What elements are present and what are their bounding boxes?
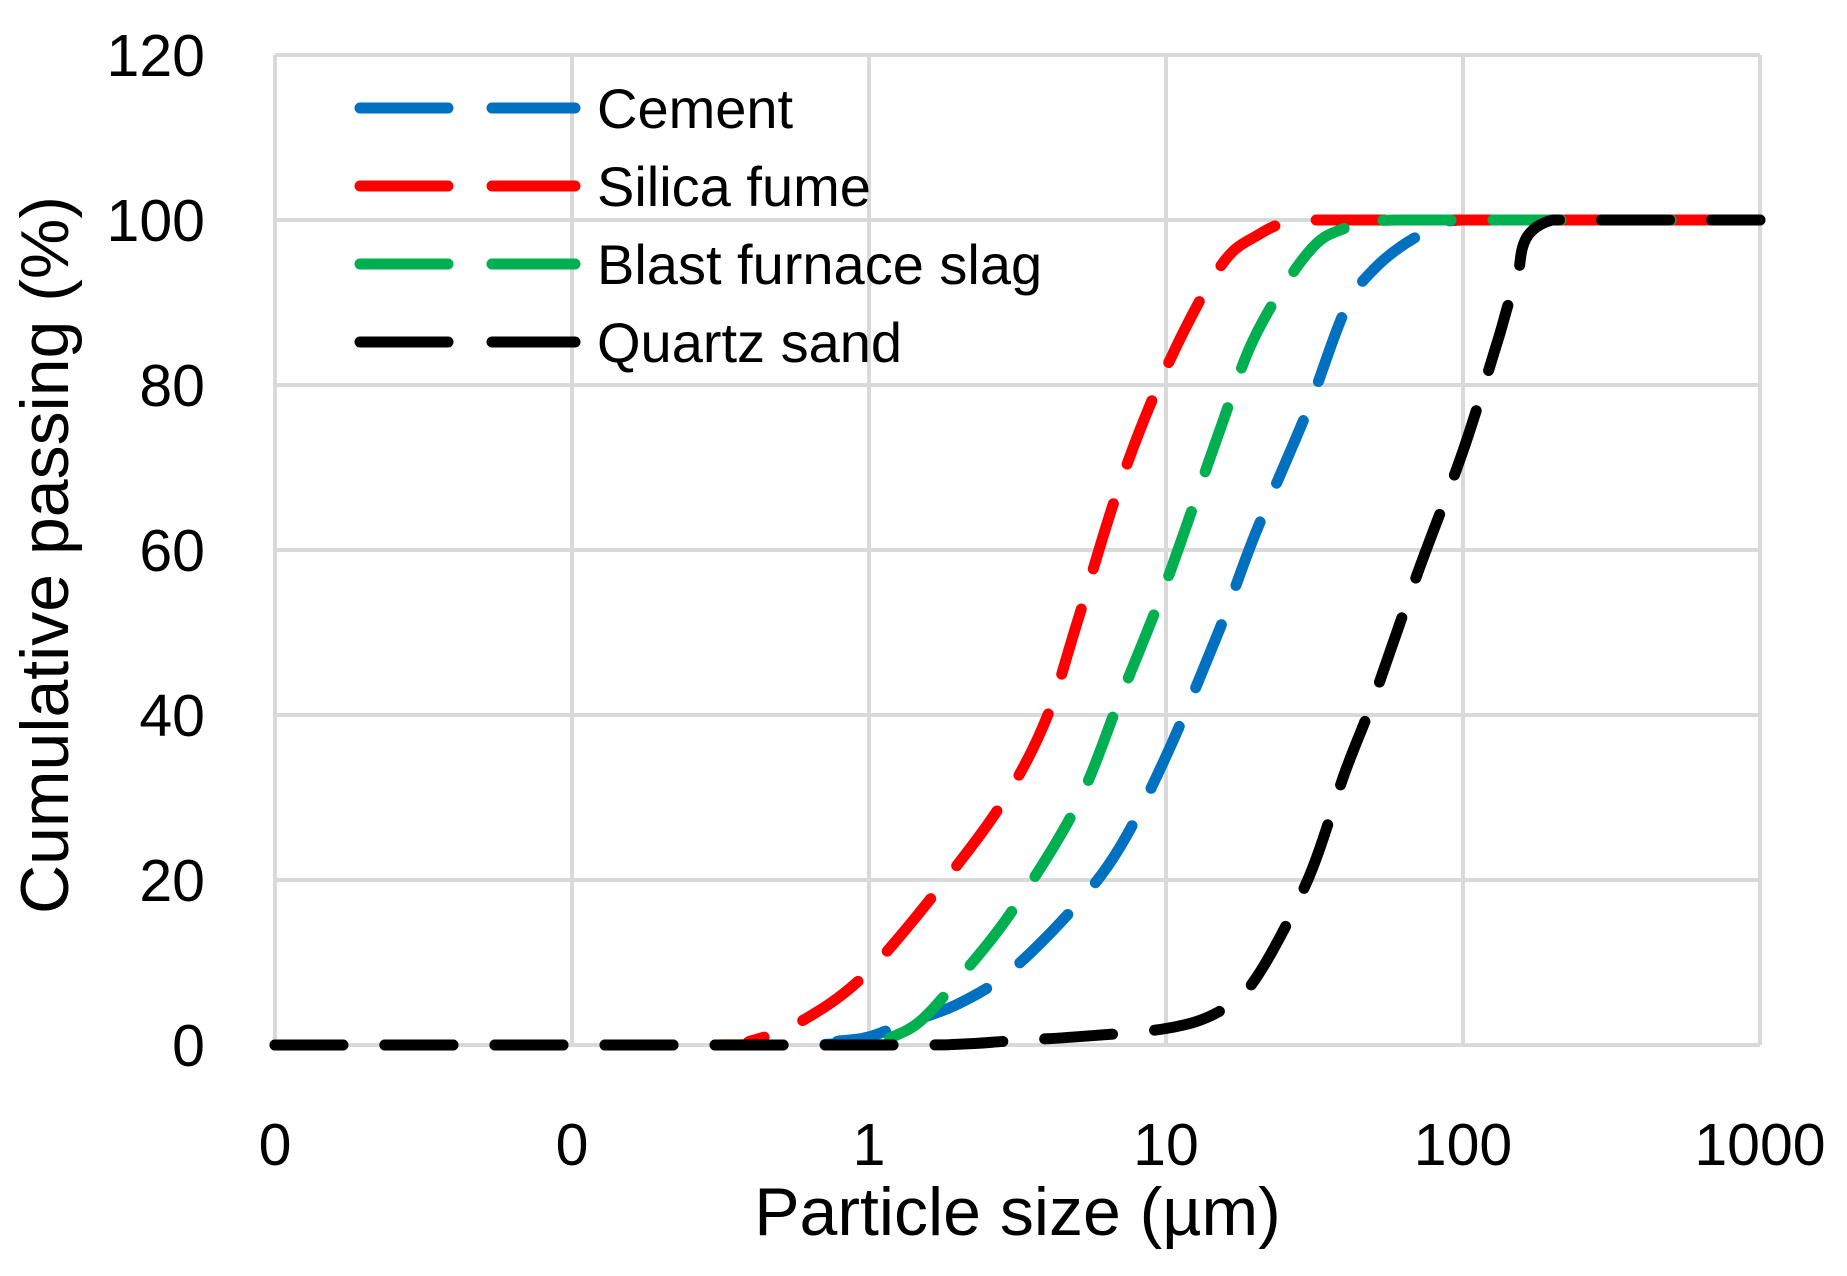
legend-label: Quartz sand (597, 311, 902, 374)
legend-item-blast-furnace-slag: Blast furnace slag (354, 233, 1042, 296)
y-tick-label: 100 (107, 188, 205, 254)
x-tick-label: 1 (853, 1112, 886, 1178)
x-tick-label: 1000 (1694, 1112, 1825, 1178)
legend-item-silica-fume: Silica fume (354, 155, 871, 218)
legend-label: Blast furnace slag (597, 233, 1042, 296)
series-line-quartz-sand (269, 214, 1766, 1051)
legend-label: Silica fume (597, 155, 871, 218)
legend-item-cement: Cement (354, 77, 794, 140)
y-tick-label: 40 (139, 683, 205, 749)
x-tick-label: 100 (1414, 1112, 1512, 1178)
y-axis-title: Cumulative passing (%) (7, 196, 83, 914)
x-tick-label: 0 (259, 1112, 292, 1178)
series-lines (269, 214, 1766, 1051)
y-tick-label: 80 (139, 353, 205, 419)
y-tick-label: 20 (139, 848, 205, 914)
x-tick-label: 0 (556, 1112, 589, 1178)
x-axis-title: Particle size (µm) (754, 1174, 1281, 1250)
y-tick-label: 60 (139, 518, 205, 584)
legend: Cement Silica fume Blast furnace slag Quart… (354, 77, 1042, 374)
y-tick-label: 120 (107, 23, 205, 89)
x-tick-label: 10 (1133, 1112, 1199, 1178)
legend-label: Cement (597, 77, 794, 140)
legend-item-quartz-sand: Quartz sand (354, 311, 902, 374)
y-tick-label: 0 (172, 1013, 205, 1079)
